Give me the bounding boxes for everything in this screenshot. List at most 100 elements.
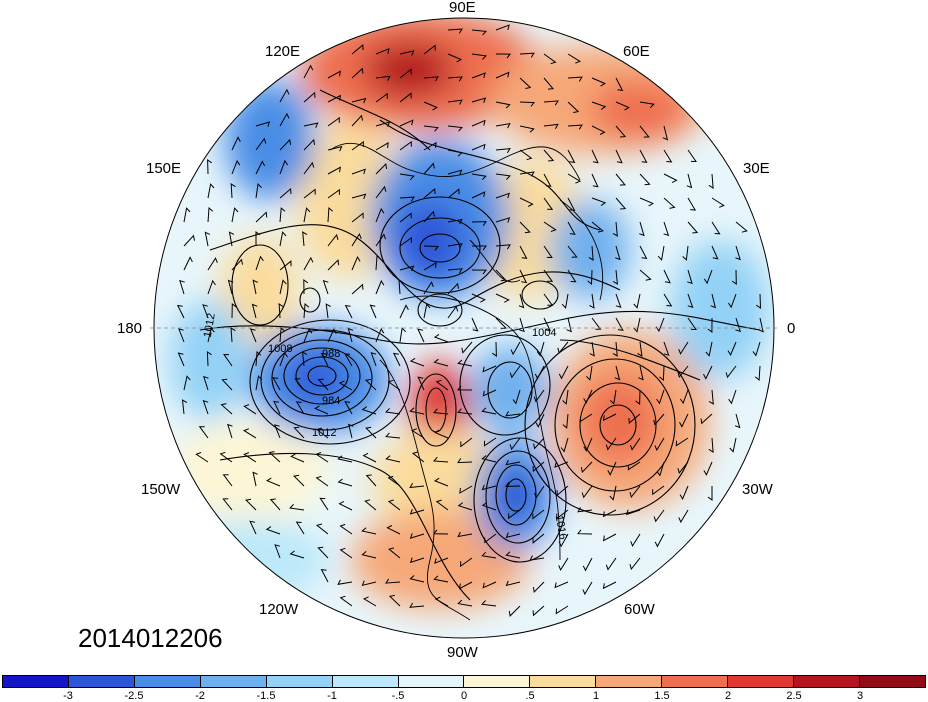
wind-barb <box>727 341 737 357</box>
wind-barb <box>399 212 412 223</box>
lon-label-150e: 150E <box>146 160 182 177</box>
wind-barb <box>392 352 401 367</box>
wind-barb <box>375 254 382 271</box>
wind-barb <box>481 600 497 607</box>
colorbar-segment <box>68 676 135 687</box>
wind-barb <box>615 173 626 186</box>
wind-barb <box>687 293 694 308</box>
wind-barb <box>735 245 741 261</box>
wind-barb <box>295 521 305 535</box>
wind-barb <box>409 533 425 539</box>
wind-barb <box>481 407 497 415</box>
wind-barb <box>351 168 366 175</box>
lon-label-60e: 60E <box>623 43 650 60</box>
wind-barb <box>243 428 257 439</box>
wind-barb <box>227 279 234 295</box>
wind-barb <box>289 550 305 559</box>
wind-barb <box>183 234 195 247</box>
wind-barb <box>176 304 185 319</box>
wind-barb <box>708 437 714 453</box>
wind-barb <box>533 437 545 450</box>
wind-barb <box>687 269 693 285</box>
colorbar-segment <box>596 676 663 687</box>
colorbar-segment <box>794 676 860 687</box>
wind-barb <box>471 53 487 60</box>
wind-barb <box>534 365 545 380</box>
wind-barb <box>591 125 606 135</box>
wind-barb <box>509 437 521 451</box>
wind-barb <box>495 122 511 129</box>
wind-barb <box>434 596 449 607</box>
wind-barb <box>409 357 425 367</box>
wind-barb <box>482 581 497 589</box>
wind-barb <box>231 159 241 175</box>
wind-barb <box>409 509 425 515</box>
wind-barb <box>460 437 473 448</box>
wind-barb <box>492 341 497 357</box>
wind-barb <box>219 451 233 463</box>
wind-barb <box>460 557 473 568</box>
lon-label-180: 180 <box>117 320 143 337</box>
wind-barb <box>543 221 557 232</box>
wind-barb <box>581 485 593 499</box>
wind-barb <box>252 471 258 487</box>
wind-barb <box>471 119 486 127</box>
contour-label: 1012 <box>312 427 337 439</box>
wind-barb <box>243 404 257 415</box>
isobars <box>199 89 761 601</box>
wind-barb <box>589 341 595 357</box>
contour-label: 1004 <box>532 327 557 339</box>
wind-barb <box>612 221 618 237</box>
wind-barb <box>566 317 572 333</box>
wind-barb <box>272 377 281 391</box>
wind-barb <box>434 557 449 564</box>
wind-barb <box>663 293 673 307</box>
wind-barb <box>555 605 569 615</box>
wind-barb <box>228 231 235 247</box>
wind-barb <box>386 525 401 535</box>
wind-barb <box>728 389 737 405</box>
colorbar-segment <box>134 676 201 687</box>
wind-barb <box>543 317 552 332</box>
wind-barb <box>203 375 209 391</box>
wind-barb <box>375 47 390 55</box>
colorbar-tick-label: 1.5 <box>654 690 670 702</box>
wind-barb <box>365 474 377 487</box>
wind-barb <box>705 341 713 357</box>
wind-barb <box>687 317 697 331</box>
wind-barb <box>303 279 309 295</box>
wind-barb <box>471 191 486 199</box>
wind-barb <box>409 575 425 583</box>
wind-barb <box>567 101 580 113</box>
wind-barb <box>682 245 689 261</box>
wind-barb <box>583 389 593 404</box>
wind-barb <box>315 452 329 463</box>
wind-barb <box>639 245 648 260</box>
wind-barb <box>207 327 215 343</box>
lon-label-90e: 90E <box>449 0 476 16</box>
wind-barb <box>457 458 473 464</box>
colorbar-tick-label: 2 <box>724 690 732 702</box>
wind-barb <box>567 197 576 212</box>
wind-barb <box>206 351 212 367</box>
wind-barb <box>612 269 618 285</box>
wind-barb <box>481 502 497 511</box>
wind-barb <box>686 173 693 189</box>
wind-barb <box>255 231 261 246</box>
wind-barb <box>562 389 569 405</box>
wind-barb <box>255 211 268 223</box>
wind-barb <box>303 302 310 319</box>
wind-barb <box>637 341 643 357</box>
wind-barb <box>361 580 377 587</box>
wind-barb <box>255 375 263 391</box>
wind-barb <box>607 461 617 476</box>
wind-barb <box>653 509 665 523</box>
wind-barb <box>567 245 578 258</box>
wind-barb <box>249 328 257 343</box>
wind-barbs <box>176 24 764 617</box>
wind-barb <box>495 173 511 180</box>
wind-barb <box>279 88 290 103</box>
wind-barb <box>447 125 463 132</box>
wind-barb <box>543 100 559 106</box>
wind-barb <box>266 477 281 487</box>
